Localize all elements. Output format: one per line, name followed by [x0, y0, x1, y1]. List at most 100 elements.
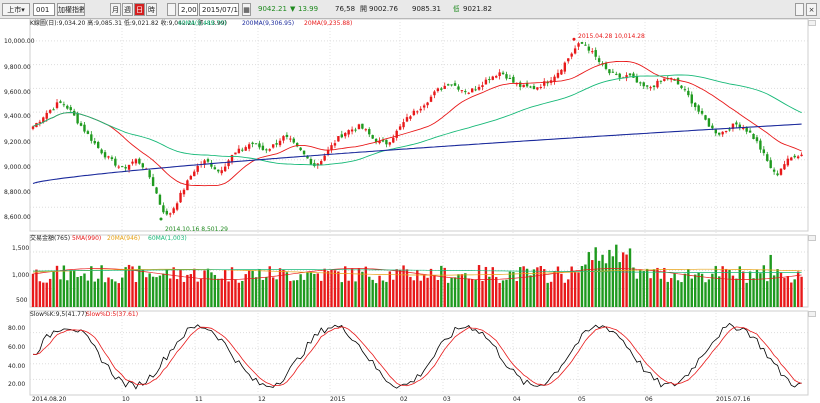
calendar-button[interactable]: ▦ [242, 3, 251, 16]
candle-body [556, 72, 560, 78]
volume-bar [628, 248, 632, 307]
volume-bar [639, 270, 642, 307]
volume-bar [320, 280, 323, 307]
candle-body [309, 159, 313, 165]
volume-bar [470, 279, 474, 307]
candle-body [721, 131, 724, 135]
volume-bar [718, 276, 721, 307]
candle-body [539, 87, 543, 89]
kd-panel-settings-button[interactable] [808, 311, 816, 317]
volume-bar [100, 265, 103, 307]
volume-bar [669, 278, 673, 307]
volume-bar [357, 268, 361, 307]
volume-bar [241, 280, 244, 307]
count-input[interactable]: 2,000 [178, 3, 198, 16]
name-button[interactable]: 加權指數 [57, 3, 85, 16]
volume-bar [584, 264, 587, 307]
window-minimize-button[interactable] [795, 3, 804, 16]
candle-body [347, 130, 350, 135]
volume-bar [508, 271, 512, 307]
candle-body [258, 143, 261, 148]
close-icon: × [808, 6, 815, 14]
candle-body [96, 141, 100, 148]
volume-bar [114, 281, 117, 307]
period-week-button[interactable]: 週 [122, 3, 133, 16]
candle-body [457, 86, 460, 90]
candle-body [165, 210, 169, 215]
volume-bar [203, 270, 206, 307]
candle-body [652, 85, 656, 87]
kd-panel-header: Slow%K:9,5(41.77) [30, 311, 88, 318]
volume-bar [124, 267, 127, 307]
volume-bar [323, 268, 326, 307]
candle-body [429, 96, 433, 102]
volume-bar [110, 279, 114, 307]
volume-bar [433, 275, 436, 307]
period-day-button[interactable]: 日 [134, 3, 145, 16]
candle-body [498, 72, 501, 77]
volume-ma60-line [32, 269, 802, 273]
volume-bar [498, 283, 501, 307]
volume-y-tick: 500 [16, 297, 28, 304]
volume-bar [632, 267, 635, 307]
volume-bar [55, 265, 59, 307]
change-value: 13.99 [298, 5, 318, 13]
window-close-button[interactable]: × [806, 3, 817, 16]
chart-area[interactable]: K線圖(日):9,034.20 高:9,085.31 低:9,021.82 收:… [0, 19, 820, 403]
candle-body [536, 87, 539, 90]
volume-bar [416, 270, 419, 307]
market-select-label: 上市 [7, 6, 22, 14]
date-select[interactable]: 2015/07/16▾ [199, 3, 239, 16]
volume-bar [302, 279, 306, 307]
volume-bar [330, 269, 333, 307]
volume-bar [752, 278, 755, 307]
candle-body [474, 89, 477, 91]
volume-bar [182, 281, 186, 307]
candle-body [282, 136, 285, 141]
volume-bar [529, 275, 532, 307]
volume-bar [491, 267, 494, 307]
candle-body [766, 154, 769, 161]
volume-bar [611, 256, 615, 307]
volume-bar [419, 280, 422, 307]
volume-bar [742, 271, 745, 307]
candle-body [577, 43, 580, 47]
candle-body [186, 180, 189, 191]
candle-body [203, 160, 206, 165]
candle-body [141, 163, 144, 168]
x-axis-label: 2014.08.20 [32, 396, 67, 403]
volume-bar [83, 273, 86, 307]
volume-bar [796, 271, 800, 307]
settings-button[interactable] [167, 3, 176, 16]
candle-body [213, 167, 217, 170]
candle-body [398, 126, 402, 130]
volume-bar [405, 269, 409, 307]
period-month-button[interactable]: 月 [110, 3, 121, 16]
volume-bar [621, 252, 625, 307]
code-input[interactable]: 001 [33, 3, 55, 16]
candle-body [683, 89, 687, 91]
volume-bar [481, 281, 484, 307]
candle-body [103, 152, 107, 158]
volume-bar [371, 279, 374, 307]
candle-body [450, 84, 453, 86]
candle-body [707, 118, 711, 127]
candle-body [687, 90, 690, 96]
volume-bar [381, 280, 385, 307]
candle-body [560, 69, 563, 75]
market-select[interactable]: 上市▾ [2, 3, 30, 16]
volume-bar [227, 281, 230, 307]
candle-body [488, 79, 491, 81]
volume-bar [515, 281, 518, 307]
volume-panel-settings-button[interactable] [808, 235, 816, 241]
change-down-icon: ▼ [290, 5, 296, 13]
volume-bar [700, 273, 704, 307]
x-axis-label: 03 [443, 396, 451, 403]
volume-bar [563, 282, 567, 307]
candle-body [484, 79, 488, 85]
volume-bar [587, 252, 591, 307]
price-y-tick: 9,800.00 [4, 64, 31, 71]
period-min-button[interactable]: 時 [146, 3, 157, 16]
price-panel-settings-button[interactable] [808, 20, 816, 26]
volume-bar [48, 278, 52, 307]
